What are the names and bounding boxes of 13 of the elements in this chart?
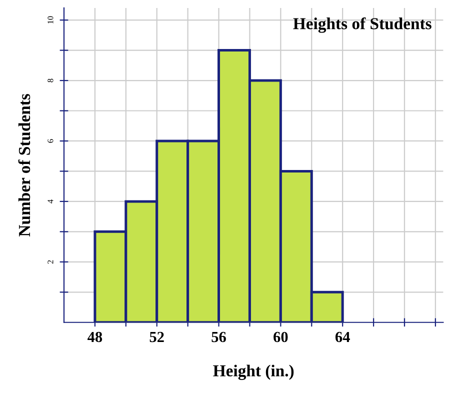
x-axis-title: Height (in.) xyxy=(213,364,294,380)
y-tick-label: 10 xyxy=(48,16,54,24)
x-tick-label: 48 xyxy=(88,332,102,342)
y-tick-label: 6 xyxy=(48,139,54,143)
y-tick-label: 2 xyxy=(48,260,54,264)
y-tick-label: 4 xyxy=(48,199,54,204)
x-tick-label: 56 xyxy=(212,332,226,342)
x-tick-label: 52 xyxy=(150,332,164,342)
y-tick-label: 8 xyxy=(48,78,54,82)
x-tick-label: 60 xyxy=(274,332,288,342)
y-axis-title: Number of Students xyxy=(18,94,30,236)
text: Heights of Students xyxy=(293,17,432,33)
x-tick-label: 64 xyxy=(335,332,350,342)
